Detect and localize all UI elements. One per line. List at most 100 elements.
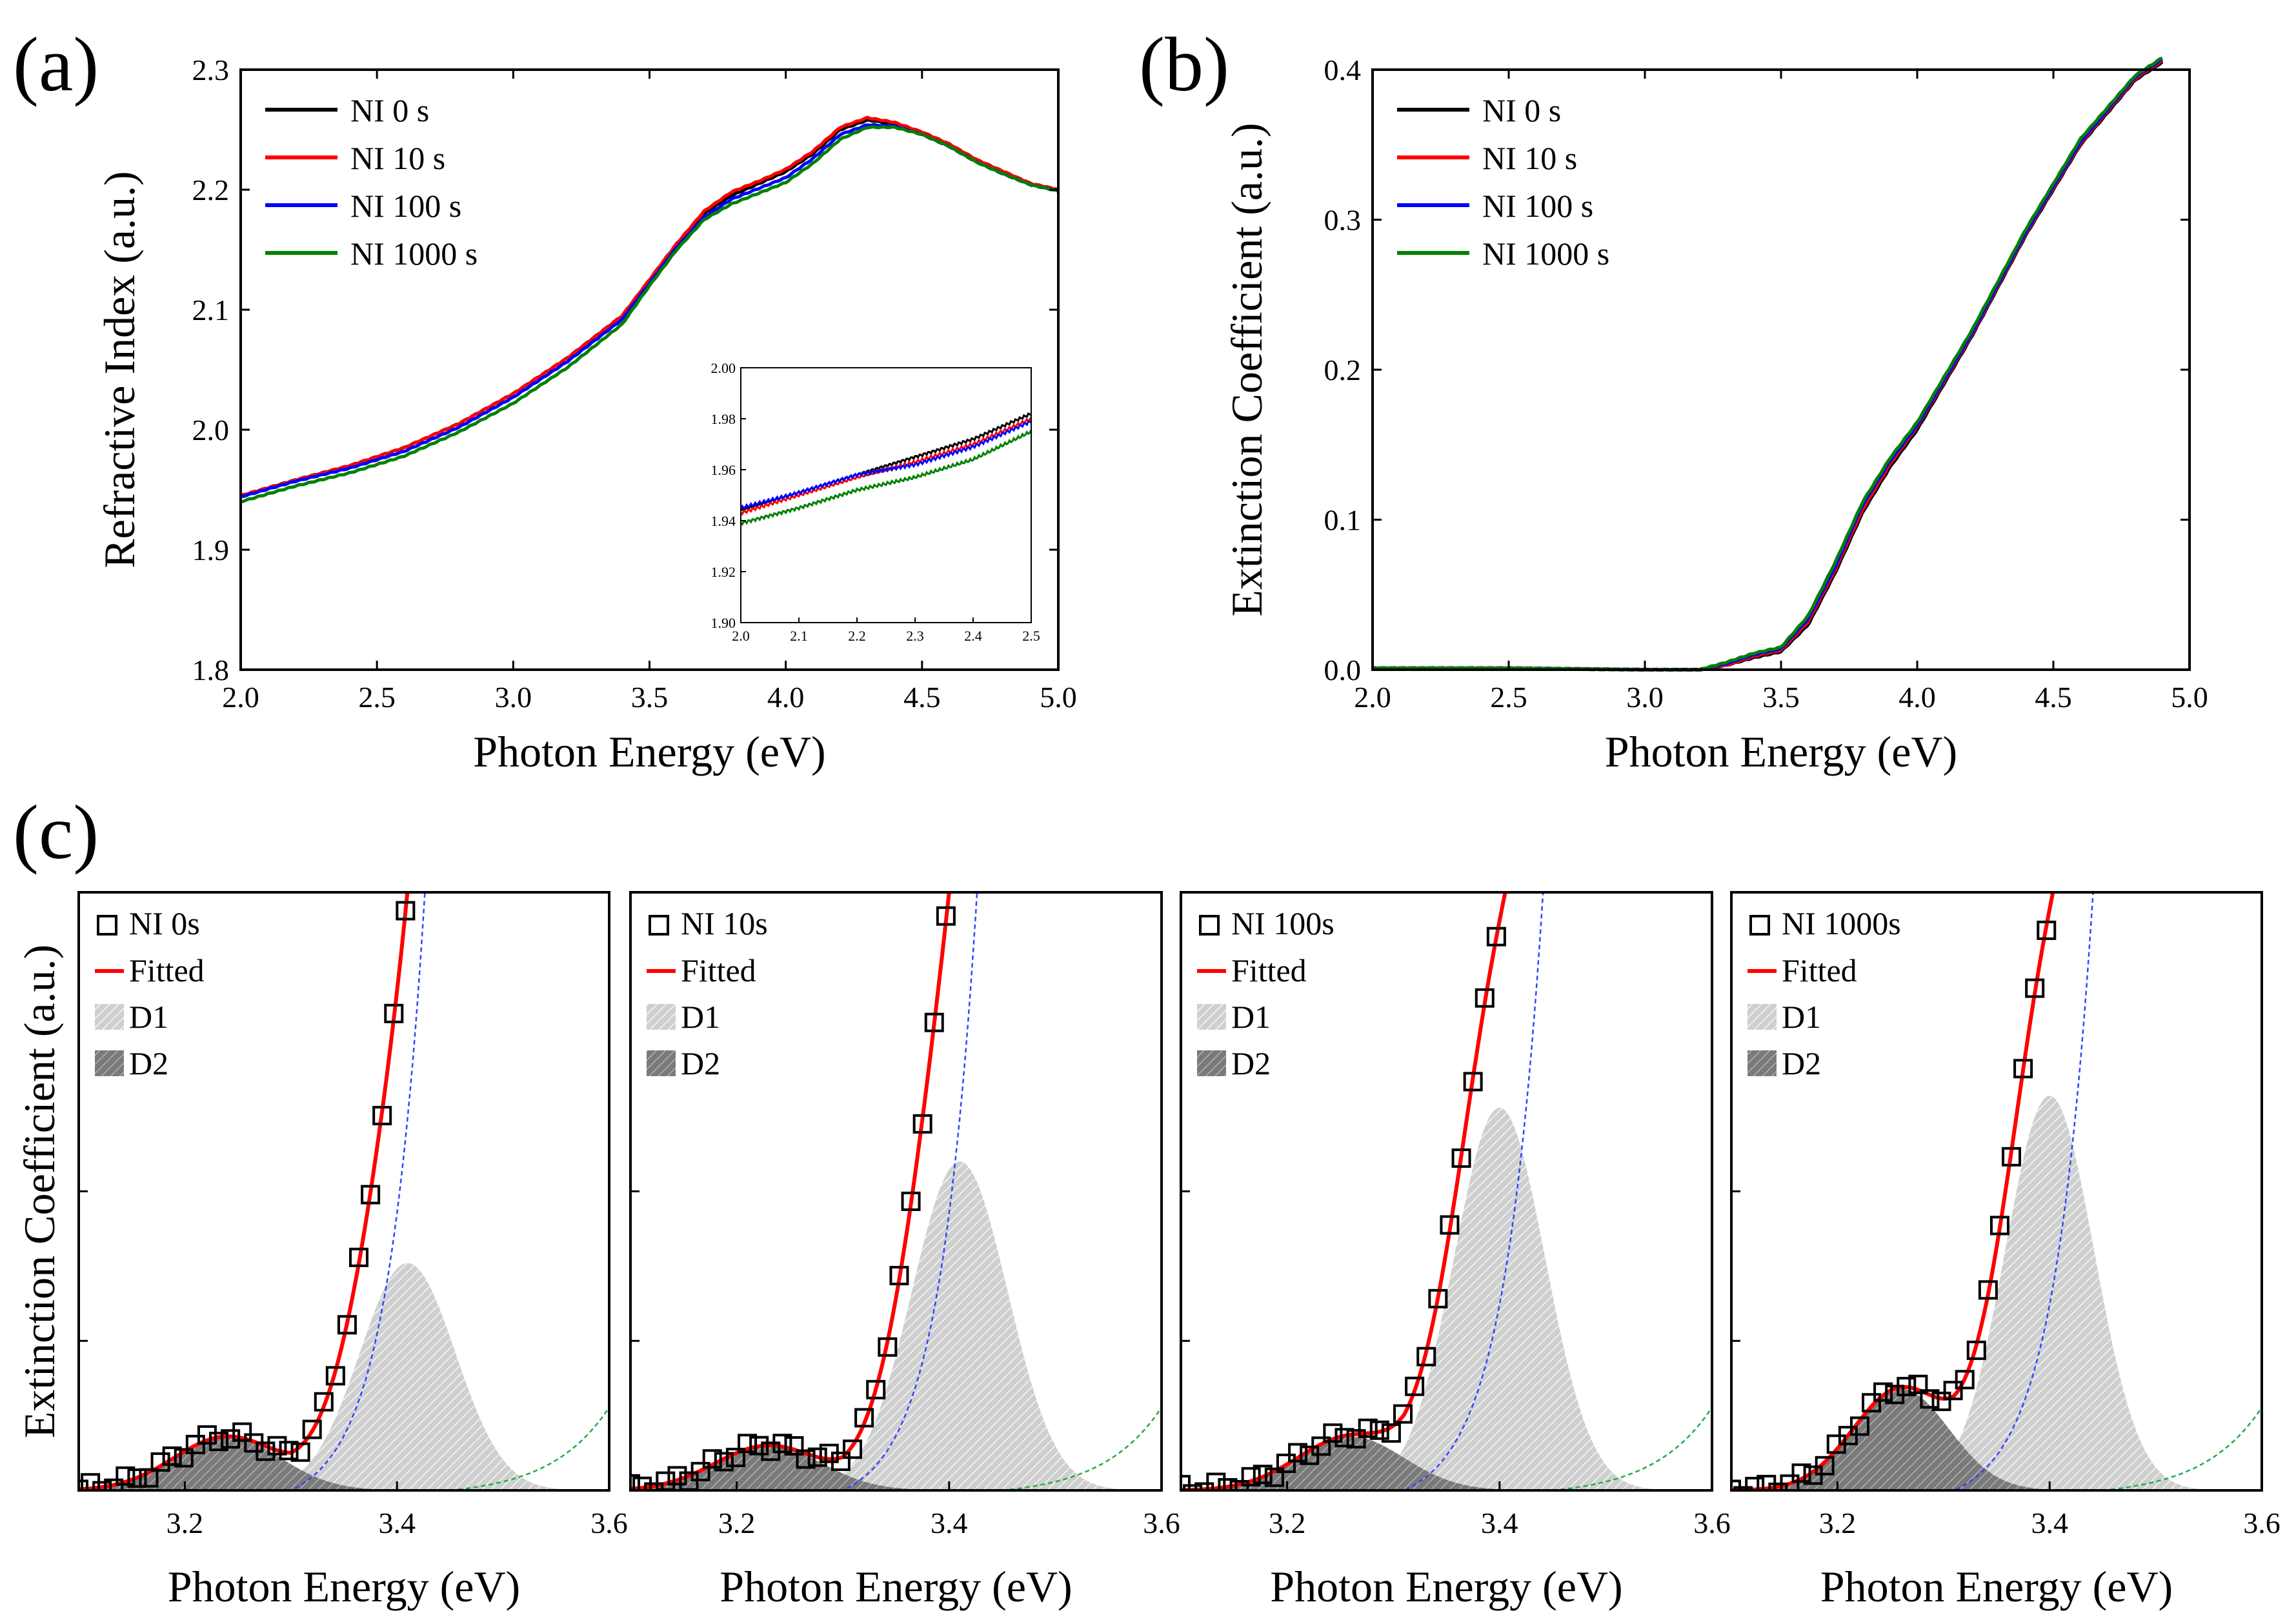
legend-marker-d2 bbox=[647, 1050, 676, 1076]
data-point bbox=[866, 1379, 886, 1399]
x-tick-label: 3.4 bbox=[378, 1507, 416, 1539]
x-tick-label: 3.6 bbox=[2243, 1507, 2281, 1539]
x-tick-label: 3.4 bbox=[931, 1507, 968, 1539]
legend-marker-d1 bbox=[1197, 1004, 1226, 1030]
legend-marker-data bbox=[97, 915, 117, 936]
x-tick-label: 3.2 bbox=[166, 1507, 204, 1539]
data-point bbox=[831, 1451, 851, 1471]
x-tick-label: 2.5 bbox=[1490, 681, 1527, 714]
series-line-ni-1000-s bbox=[240, 125, 1060, 503]
y-tick-label: 0.3 bbox=[1324, 204, 1362, 237]
inset-x-tick-label: 2.1 bbox=[790, 628, 808, 644]
legend-label-fitted: Fitted bbox=[129, 952, 205, 988]
data-point bbox=[1943, 1381, 1963, 1401]
data-point bbox=[361, 1185, 381, 1205]
data-point bbox=[807, 1447, 827, 1467]
background-blue-line bbox=[79, 892, 426, 1490]
d1-area bbox=[1731, 1096, 2262, 1490]
x-tick-label: 4.0 bbox=[1898, 681, 1936, 714]
data-point bbox=[690, 1461, 710, 1481]
legend-marker-d1 bbox=[95, 1004, 124, 1030]
data-point bbox=[197, 1425, 217, 1445]
data-point bbox=[267, 1436, 287, 1456]
data-point bbox=[1931, 1392, 1951, 1412]
legend-label-data: NI 1000s bbox=[1782, 905, 1901, 941]
x-tick-label: 2.5 bbox=[358, 681, 396, 714]
data-point bbox=[1780, 1474, 1800, 1490]
x-tick-label: 2.0 bbox=[1354, 681, 1391, 714]
series-line-ni-1000-s bbox=[1372, 56, 2163, 672]
data-point bbox=[1405, 1376, 1425, 1396]
data-point bbox=[396, 901, 416, 921]
background-green-line bbox=[1181, 1407, 1712, 1490]
inset-series-line bbox=[740, 420, 1032, 510]
data-point bbox=[2002, 1146, 2022, 1166]
panel-a-label: (a) bbox=[13, 21, 99, 107]
data-point bbox=[912, 1114, 932, 1134]
y-tick-label: 0.4 bbox=[1324, 54, 1362, 86]
data-point bbox=[1276, 1454, 1296, 1474]
data-point bbox=[1194, 1482, 1214, 1490]
data-point bbox=[1218, 1477, 1238, 1490]
data-point bbox=[1369, 1420, 1389, 1440]
data-point bbox=[796, 1449, 816, 1469]
legend-label: NI 100 s bbox=[1482, 188, 1593, 224]
data-point bbox=[878, 1337, 898, 1357]
data-point bbox=[1311, 1436, 1331, 1456]
y-tick-label: 0.0 bbox=[1324, 654, 1362, 686]
data-point bbox=[1428, 1288, 1448, 1308]
data-point bbox=[644, 1482, 664, 1490]
d1-area bbox=[630, 1161, 1162, 1490]
data-point bbox=[1416, 1347, 1436, 1367]
data-point bbox=[302, 1419, 322, 1439]
data-point bbox=[1206, 1472, 1226, 1490]
d2-area bbox=[1731, 1388, 2262, 1490]
x-axis-title: Photon Energy (eV) bbox=[168, 1562, 520, 1611]
data-point bbox=[2025, 978, 2045, 998]
data-point bbox=[632, 1476, 652, 1490]
data-point bbox=[314, 1392, 334, 1412]
data-point bbox=[256, 1441, 276, 1461]
legend-label: NI 1000 s bbox=[1482, 235, 1609, 272]
y-tick-label: 0.1 bbox=[1324, 504, 1362, 537]
data-point bbox=[1334, 1428, 1354, 1448]
data-point bbox=[667, 1466, 687, 1486]
x-tick-label: 3.2 bbox=[1269, 1507, 1306, 1539]
data-point bbox=[1183, 1484, 1203, 1490]
data-point bbox=[784, 1436, 804, 1456]
data-point bbox=[1358, 1418, 1378, 1438]
y-axis-title-c: Extinction Coefficient (a.u.) bbox=[15, 945, 64, 1438]
data-point bbox=[1791, 1463, 1811, 1483]
y-axis-title: Extinction Coefficient (a.u.) bbox=[1222, 123, 1271, 616]
data-point bbox=[702, 1449, 722, 1469]
data-point bbox=[139, 1468, 159, 1488]
data-point bbox=[1966, 1340, 1986, 1360]
legend-label: NI 10 s bbox=[1482, 140, 1577, 176]
inset-x-tick-label: 2.0 bbox=[732, 628, 750, 644]
inset-x-tick-label: 2.5 bbox=[1022, 628, 1040, 644]
data-point bbox=[630, 1474, 640, 1490]
plot-area bbox=[1181, 892, 1712, 1490]
data-point bbox=[2013, 1059, 2033, 1079]
x-tick-label: 3.5 bbox=[1762, 681, 1800, 714]
legend-marker-data bbox=[649, 915, 669, 936]
data-point bbox=[1346, 1429, 1366, 1449]
inset-y-tick-label: 1.92 bbox=[711, 564, 736, 580]
plot-area bbox=[630, 892, 1162, 1490]
data-point bbox=[150, 1452, 170, 1472]
x-axis-title: Photon Energy (eV) bbox=[1605, 727, 1957, 776]
legend-label: NI 10 s bbox=[350, 140, 445, 176]
x-tick-label: 3.4 bbox=[2031, 1507, 2068, 1539]
data-point bbox=[936, 906, 956, 926]
data-point bbox=[221, 1429, 241, 1449]
x-tick-label: 5.0 bbox=[2171, 681, 2208, 714]
data-point bbox=[1241, 1467, 1261, 1487]
legend-label: NI 0 s bbox=[1482, 92, 1561, 128]
data-point bbox=[372, 1106, 392, 1126]
x-tick-label: 4.0 bbox=[767, 681, 805, 714]
data-point bbox=[924, 1012, 944, 1032]
x-tick-label: 3.2 bbox=[718, 1507, 756, 1539]
legend-label-d2: D2 bbox=[681, 1045, 720, 1081]
data-point bbox=[1288, 1443, 1308, 1463]
legend-marker-data bbox=[1749, 915, 1770, 936]
